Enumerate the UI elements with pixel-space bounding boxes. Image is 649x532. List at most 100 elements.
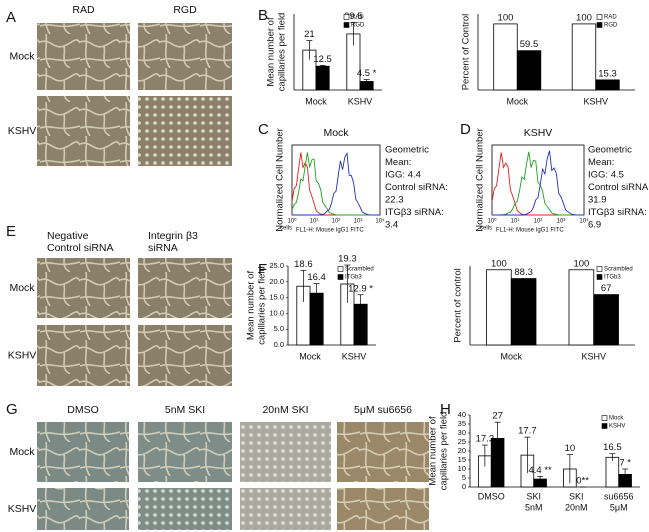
y-tick-label: 0 <box>462 482 466 491</box>
value-label: 17.7 <box>518 426 537 437</box>
y-axis-label: Normalized Cell Number <box>475 128 486 231</box>
panel-label: F <box>258 261 267 278</box>
column-header: Negative <box>47 230 89 242</box>
x-tick-label: KSHV <box>342 351 367 361</box>
row-label: Mock <box>9 446 35 458</box>
micrograph-texture <box>37 422 129 482</box>
value-label: 4.4 ** <box>529 465 553 476</box>
bar <box>315 65 330 91</box>
legend-label: RGD <box>351 23 365 29</box>
x-tick-label: 10⁰ <box>287 218 297 225</box>
x-tick-label: DMSO <box>478 491 505 501</box>
y-tick-label: 15 <box>458 455 466 464</box>
x-axis-label: FL1-H: Mouse IgG1 FITC <box>296 228 364 234</box>
x-tick-label: 5μM <box>610 502 628 512</box>
y-tick-label: 5.0 <box>274 324 284 333</box>
corner-label: cells <box>280 226 292 232</box>
x-tick-label: 10³ <box>354 219 363 225</box>
micrograph-texture <box>138 325 232 386</box>
stat-text: Control siRNA: <box>588 182 649 193</box>
legend-swatch <box>337 274 344 280</box>
micrograph-texture <box>138 23 232 90</box>
column-header: RGD <box>173 4 197 16</box>
legend-swatch <box>337 266 344 272</box>
micrograph-texture <box>138 422 232 482</box>
bar <box>510 278 537 346</box>
y-axis-label: capillaries per field <box>439 412 450 491</box>
micrograph-texture <box>138 488 232 530</box>
y-tick-label: 15.0 <box>269 293 284 302</box>
y-tick-label: 25.0 <box>269 261 284 270</box>
micrograph-texture <box>37 258 130 318</box>
stat-text: IGG: 4.5 <box>588 170 624 181</box>
bar <box>486 269 512 346</box>
x-tick-label: 10¹ <box>511 219 520 225</box>
column-header: RAD <box>72 4 95 16</box>
value-label: 17.3 <box>476 434 495 445</box>
micrograph-texture <box>337 488 429 530</box>
legend-label: KSHV <box>609 424 625 430</box>
x-tick-label: 10⁴ <box>375 218 385 225</box>
x-tick-label: SKI <box>526 491 541 501</box>
plot-frame <box>291 144 381 216</box>
stat-text: 31.9 <box>588 195 607 206</box>
x-tick-label: Mock <box>500 351 522 361</box>
histogram-curve <box>491 152 584 216</box>
stat-text: Mean: <box>385 157 411 168</box>
x-tick-label: 10³ <box>557 219 566 225</box>
bar <box>571 23 597 91</box>
stat-text: 6.9 <box>588 220 601 231</box>
histogram-curve <box>291 152 380 216</box>
x-tick-label: Mock <box>305 96 327 106</box>
y-tick-label: 20.0 <box>269 277 284 286</box>
x-tick-label: 10⁴ <box>579 218 589 225</box>
value-label: 29.5 <box>344 11 363 22</box>
x-tick-label: Mock <box>299 351 321 361</box>
x-tick-label: Mock <box>506 96 528 106</box>
panel-label: H <box>440 401 451 418</box>
y-tick-label: 5 <box>462 473 466 482</box>
y-axis-label: Percent of Control <box>461 14 472 91</box>
y-tick-label: 25 <box>458 437 466 446</box>
x-tick-label: 20nM <box>565 502 588 512</box>
y-axis-label: Mean number of <box>266 17 277 87</box>
row-label: KSHV <box>8 503 37 515</box>
row-label: Mock <box>9 282 35 294</box>
value-label: 100 <box>491 258 507 269</box>
y-axis-label: Normalized Cell Number <box>275 128 286 231</box>
value-label: 4.5 * <box>357 68 377 79</box>
value-label: 100 <box>576 12 592 23</box>
legend-swatch <box>596 266 603 272</box>
value-label: 16.4 <box>307 272 326 283</box>
panel-label: E <box>6 223 16 240</box>
bar <box>568 269 595 346</box>
x-tick-label: 10² <box>534 219 543 225</box>
legend-label: Mock <box>609 416 624 422</box>
corner-label: cells <box>480 226 492 232</box>
bar <box>593 294 619 346</box>
value-label: 15.3 <box>598 68 617 79</box>
value-label: 21 <box>304 29 315 40</box>
stat-text: ITGβ3 siRNA: <box>588 207 647 218</box>
panel-label: D <box>460 121 471 138</box>
histogram-curve <box>292 151 380 216</box>
value-label: 27 <box>492 411 503 422</box>
x-tick-label: su6656 <box>604 491 634 501</box>
micrograph-texture <box>37 96 130 166</box>
x-tick-label: 10² <box>332 219 341 225</box>
y-tick-label: 10.0 <box>269 308 284 317</box>
micrograph-texture <box>138 96 232 166</box>
y-axis-label: Mean number of <box>246 271 257 341</box>
value-label: 67 <box>601 283 612 294</box>
value-label: 100 <box>498 12 514 23</box>
micrograph-texture <box>240 422 331 482</box>
row-label: KSHV <box>8 125 37 137</box>
legend-swatch <box>596 22 603 28</box>
stat-text: Mean: <box>588 157 614 168</box>
y-tick-label: 0.0 <box>274 340 284 349</box>
bar <box>605 456 620 488</box>
row-label: KSHV <box>8 349 37 361</box>
legend-swatch <box>343 14 350 20</box>
panel-label: G <box>6 401 18 418</box>
